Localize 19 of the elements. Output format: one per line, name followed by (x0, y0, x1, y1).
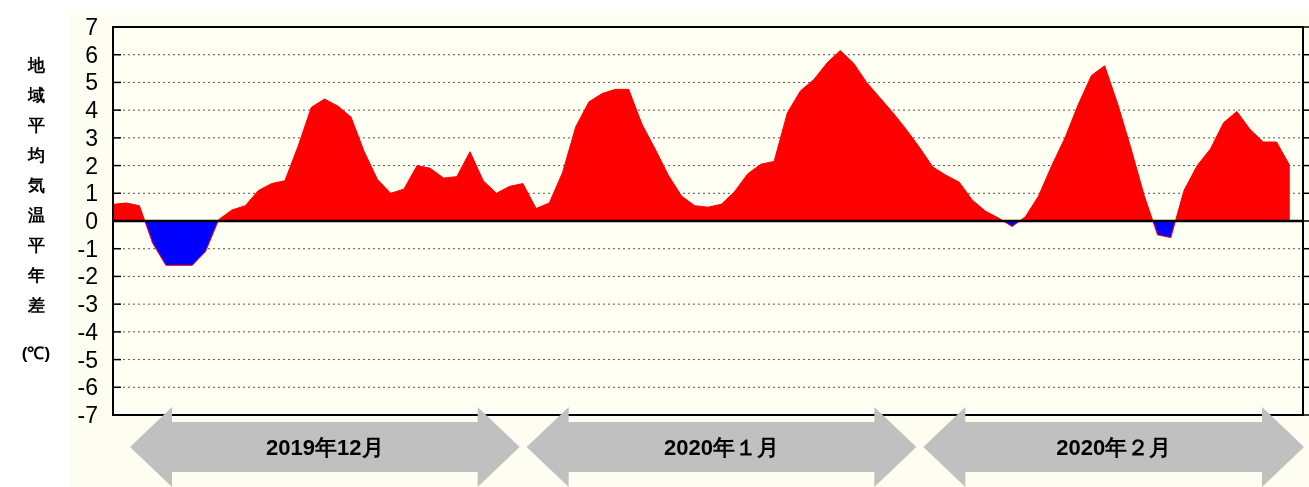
y-tick-label: 6 (85, 41, 98, 68)
y-tick-label: -4 (77, 318, 99, 345)
y-tick-label: -2 (77, 263, 98, 290)
y-tick-label: -1 (77, 235, 98, 262)
y-tick-label: -6 (77, 374, 98, 401)
text: 2020年１月 (664, 435, 779, 460)
text: 2020年２月 (1056, 435, 1172, 460)
y-tick-label: -7 (77, 402, 98, 428)
y-tick-label: 2 (85, 152, 98, 179)
y-tick-label: -3 (77, 291, 98, 318)
y-tick-label: -5 (77, 346, 98, 373)
y-tick-label: 3 (85, 124, 98, 151)
text: 地域平均気温平年差(℃) (21, 56, 51, 363)
text: 2019年12月 (266, 435, 384, 460)
y-tick-label: 0 (85, 208, 98, 234)
y-tick-label: 5 (85, 69, 98, 96)
y-tick-label: 1 (85, 180, 98, 207)
y-tick-label: 7 (85, 14, 98, 40)
y-tick-label: 4 (85, 97, 99, 124)
